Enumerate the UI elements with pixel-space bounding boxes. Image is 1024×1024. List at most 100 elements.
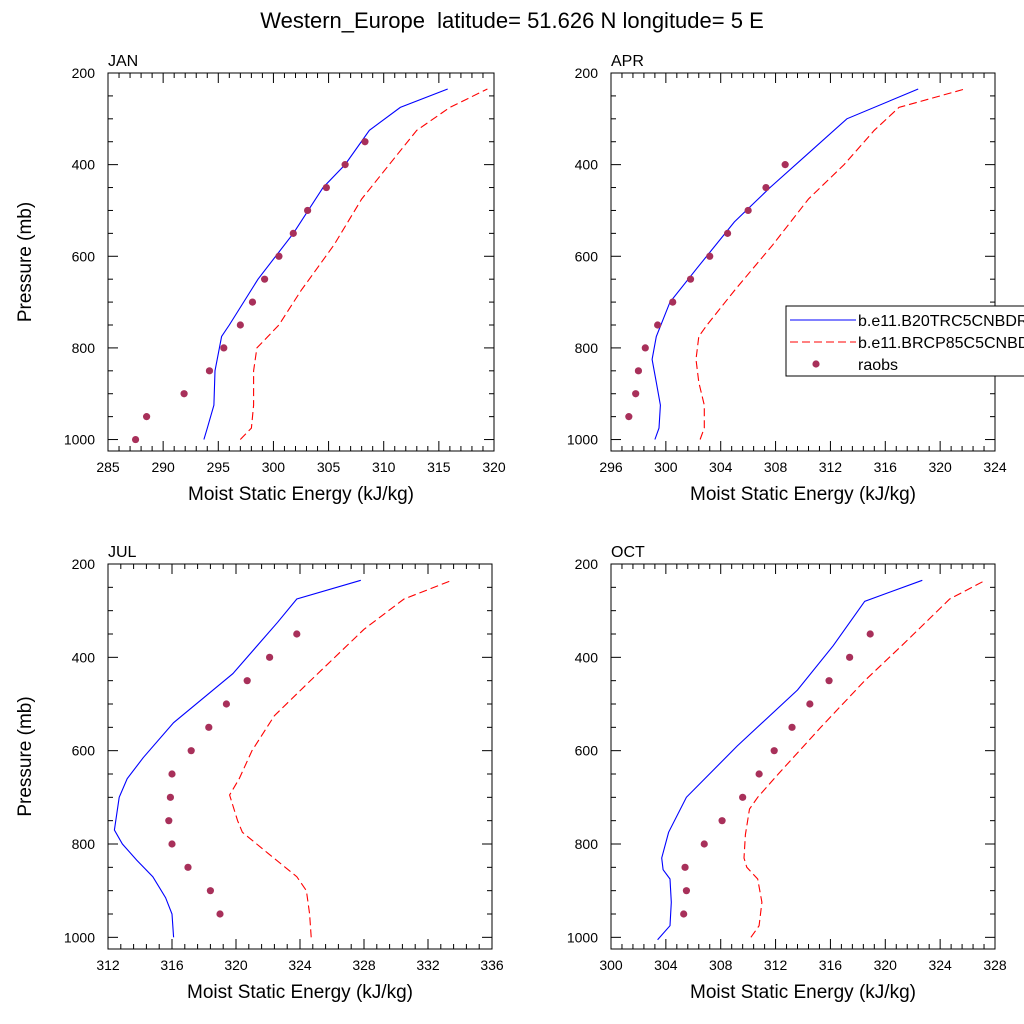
raobs-point	[718, 817, 726, 825]
raobs-point	[266, 653, 274, 661]
y-tick-label: 400	[72, 157, 96, 173]
y-tick-label: 800	[72, 836, 96, 852]
x-tick-label: 316	[874, 459, 898, 475]
x-tick-label: 324	[288, 957, 312, 973]
x-tick-label: 320	[482, 459, 506, 475]
x-tick-label: 310	[372, 459, 396, 475]
x-tick-label: 312	[96, 957, 120, 973]
raobs-point	[187, 747, 195, 755]
y-tick-label: 800	[72, 340, 96, 356]
raobs-point	[166, 793, 174, 801]
x-tick-label: 332	[416, 957, 440, 973]
x-axis-label: Moist Static Energy (kJ/kg)	[188, 484, 414, 505]
y-tick-label: 200	[72, 65, 96, 81]
legend-label-raobs: raobs	[858, 357, 898, 374]
legend-label-rcp85: b.e11.BRCP85C5CNBDRD	[858, 335, 1024, 352]
raobs-point	[243, 677, 251, 685]
raobs-point	[216, 910, 224, 918]
series-line-historical	[651, 88, 919, 440]
y-axis-label: Pressure (mb)	[15, 202, 36, 322]
series-line-rcp85	[743, 579, 986, 938]
x-tick-label: 324	[983, 459, 1007, 475]
y-tick-label: 1000	[567, 929, 598, 945]
raobs-point	[625, 413, 633, 421]
raobs-point	[168, 840, 176, 848]
raobs-point	[322, 183, 330, 192]
x-tick-label: 285	[96, 459, 120, 475]
raobs-point	[806, 700, 814, 708]
raobs-point	[206, 887, 214, 895]
y-tick-label: 1000	[64, 929, 95, 945]
y-tick-label: 600	[575, 248, 599, 264]
y-tick-label: 200	[575, 65, 599, 81]
y-tick-label: 200	[72, 556, 96, 572]
x-tick-label: 296	[599, 459, 623, 475]
raobs-point	[361, 138, 369, 146]
y-tick-label: 800	[575, 836, 599, 852]
panel-title: APR	[611, 53, 644, 70]
x-tick-label: 305	[317, 459, 341, 475]
y-tick-label: 400	[575, 649, 599, 665]
x-axis-label: Moist Static Energy (kJ/kg)	[690, 982, 916, 1003]
series-line-historical	[113, 579, 361, 938]
raobs-point	[248, 298, 257, 306]
series-group	[113, 579, 453, 938]
plot-frame	[107, 72, 495, 452]
x-tick-label: 316	[819, 957, 843, 973]
series-group	[625, 88, 965, 440]
raobs-point	[744, 206, 752, 215]
raobs-point	[168, 770, 176, 778]
series-line-rcp85	[229, 579, 453, 938]
panel-title: JUL	[108, 544, 137, 561]
plot-frame	[610, 563, 996, 950]
raobs-point	[770, 747, 778, 755]
legend-label-historical: b.e11.B20TRC5CNBDRD	[858, 313, 1024, 330]
y-axis-label: Pressure (mb)	[15, 696, 36, 816]
raobs-point	[706, 252, 714, 260]
legend-swatch-marker	[812, 360, 820, 368]
raobs-point	[669, 298, 677, 306]
x-tick-label: 312	[764, 957, 788, 973]
panel-apr: 296 300 304 308 312 316 320 324 200 400 600 800 1000…	[567, 53, 1007, 505]
x-tick-label: 320	[224, 957, 248, 973]
x-tick-label: 312	[819, 459, 843, 475]
series-line-historical	[657, 579, 923, 941]
raobs-point	[654, 321, 662, 329]
raobs-point	[184, 863, 192, 871]
panel-title: OCT	[611, 544, 645, 561]
raobs-point	[846, 653, 854, 661]
x-tick-label: 315	[427, 459, 451, 475]
x-tick-label: 328	[983, 957, 1007, 973]
raobs-point	[143, 413, 151, 421]
legend: b.e11.B20TRC5CNBDRD b.e11.BRCP85C5CNBDRD…	[785, 305, 1024, 377]
raobs-point	[632, 390, 640, 398]
x-tick-label: 320	[928, 459, 952, 475]
raobs-point	[723, 229, 732, 237]
x-tick-label: 300	[599, 957, 623, 973]
legend-box	[785, 305, 1024, 377]
y-tick-label: 600	[72, 248, 96, 264]
raobs-point	[205, 723, 213, 731]
y-tick-label: 600	[575, 743, 599, 759]
plot-frame	[107, 563, 493, 950]
series-group	[657, 579, 986, 941]
plot-frame	[610, 72, 996, 452]
raobs-point	[680, 910, 688, 918]
raobs-point	[293, 630, 301, 638]
raobs-point	[825, 677, 833, 685]
panel-jan: 285 290 295 300 305 310 315 320 200 400 600 800 1000…	[15, 53, 506, 505]
x-tick-label: 300	[262, 459, 286, 475]
raobs-point	[205, 367, 214, 375]
raobs-point	[180, 390, 188, 398]
x-axis-label: Moist Static Energy (kJ/kg)	[187, 982, 413, 1003]
raobs-point	[220, 344, 228, 352]
x-tick-label: 300	[654, 459, 678, 475]
raobs-point	[304, 206, 312, 215]
raobs-point	[236, 321, 244, 329]
raobs-point	[131, 435, 140, 444]
raobs-point	[341, 161, 349, 169]
raobs-point	[634, 367, 643, 375]
raobs-point	[739, 793, 747, 801]
panel-oct: 300 304 308 312 316 320 324 328 200 400 600 800 1000…	[567, 544, 1007, 1003]
